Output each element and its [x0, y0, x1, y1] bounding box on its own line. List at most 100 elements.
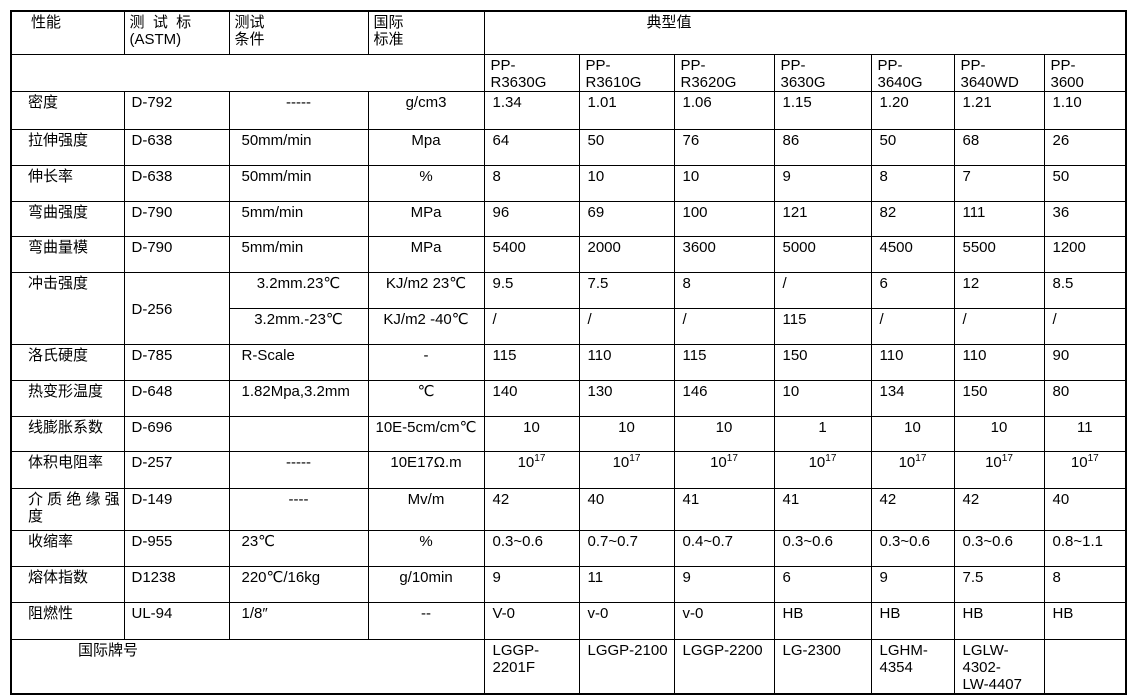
condition-cell: -----	[228, 90, 369, 130]
value-cell: 150	[773, 343, 872, 381]
astm-cell: D-785	[123, 343, 230, 381]
value-cell: 1.20	[870, 90, 955, 130]
value-cell: 41	[673, 487, 775, 531]
value-cell: /	[870, 307, 955, 345]
row-density: 密度 D-792 ----- g/cm3 1.34 1.01 1.06 1.15 1.20 1.2…	[10, 90, 1127, 130]
unit-cell: -	[367, 343, 485, 381]
property-cell: 体积电阻率	[10, 450, 125, 489]
value-cell: /	[1043, 307, 1127, 345]
value-cell: 96	[483, 200, 580, 237]
value-cell: 8	[870, 164, 955, 202]
value-cell: 7	[953, 164, 1045, 202]
value-cell: 10	[578, 415, 675, 452]
product-header-pp-3600: PP- 3600	[1043, 53, 1127, 92]
row-flexural-modulus: 弯曲量模 D-790 5mm/min MPa 5400 2000 3600 5000 4500 5…	[10, 235, 1127, 273]
value-cell: 150	[953, 379, 1045, 417]
property-cell: 洛氏硬度	[10, 343, 125, 381]
condition-cell: 5mm/min	[228, 200, 369, 237]
unit-cell: ℃	[367, 379, 485, 417]
value-cell: 40	[578, 487, 675, 531]
product-header-pp-r3630g: PP- R3630G	[483, 53, 580, 92]
value-cell: 42	[483, 487, 580, 531]
value-cell: 50	[1043, 164, 1127, 202]
value-cell: 76	[673, 128, 775, 166]
value-cell: 42	[953, 487, 1045, 531]
value-cell: 8	[673, 271, 775, 309]
astm-cell: D-257	[123, 450, 230, 489]
unit-cell: Mv/m	[367, 487, 485, 531]
property-cell: 拉伸强度	[10, 128, 125, 166]
unit-cell: MPa	[367, 235, 485, 273]
astm-cell: D1238	[123, 565, 230, 603]
property-cell: 收缩率	[10, 529, 125, 567]
astm-cell: D-696	[123, 415, 230, 452]
astm-cell: D-790	[123, 235, 230, 273]
value-cell: 50	[870, 128, 955, 166]
value-cell: 100	[673, 200, 775, 237]
property-cell: 介 质 绝 缘 强 度	[10, 487, 125, 531]
value-cell: 1	[773, 415, 872, 452]
header-property: 性能	[10, 10, 125, 55]
value-cell: 1.06	[673, 90, 775, 130]
condition-cell	[228, 415, 369, 452]
value-cell: 1.01	[578, 90, 675, 130]
value-cell: 7.5	[578, 271, 675, 309]
condition-cell: ----	[228, 487, 369, 531]
value-cell: 5500	[953, 235, 1045, 273]
value-cell: 10	[483, 415, 580, 452]
product-header-pp-r3610g: PP- R3610G	[578, 53, 675, 92]
value-cell: V-0	[483, 601, 580, 640]
product-header-pp-r3620g: PP- R3620G	[673, 53, 775, 92]
condition-cell: 50mm/min	[228, 164, 369, 202]
astm-cell: D-648	[123, 379, 230, 417]
row-intl-grade: 国际牌号 LGGP-2201F LGGP-2100 LGGP-2200 LG-2300 L…	[10, 638, 1127, 694]
value-cell: v-0	[673, 601, 775, 640]
material-spec-table: 性能 测 试 标 (ASTM) 测试 条件 国际 标准 典型值 PP- R363…	[10, 10, 1128, 695]
value-cell: 0.7~0.7	[578, 529, 675, 567]
value-cell: 10	[773, 379, 872, 417]
property-cell: 弯曲量模	[10, 235, 125, 273]
row-flexural-strength: 弯曲强度 D-790 5mm/min MPa 96 69 100 121 82 111 36	[10, 200, 1127, 237]
value-cell: 10	[673, 164, 775, 202]
footer-value-cell: LGHM- 4354	[870, 638, 955, 694]
unit-cell: %	[367, 529, 485, 567]
value-cell: 130	[578, 379, 675, 417]
header-test-condition: 测试 条件	[228, 10, 369, 55]
header-row-1: 性能 测 试 标 (ASTM) 测试 条件 国际 标准 典型值	[10, 10, 1127, 55]
value-cell: 1.34	[483, 90, 580, 130]
value-cell: 111	[953, 200, 1045, 237]
property-cell: 冲击强度	[10, 271, 125, 345]
astm-cell: D-792	[123, 90, 230, 130]
value-cell: 1017	[578, 450, 675, 489]
value-cell: 121	[773, 200, 872, 237]
value-cell: 115	[673, 343, 775, 381]
value-cell: 9.5	[483, 271, 580, 309]
unit-cell: g/10min	[367, 565, 485, 603]
value-cell: 1017	[483, 450, 580, 489]
value-cell: 0.3~0.6	[953, 529, 1045, 567]
condition-cell: 50mm/min	[228, 128, 369, 166]
exponent: 17	[825, 452, 837, 464]
row-melt-index: 熔体指数 D1238 220℃/16kg g/10min 9 11 9 6 9 7.5 8	[10, 565, 1127, 603]
condition-cell: 23℃	[228, 529, 369, 567]
value-cell: 3600	[673, 235, 775, 273]
footer-value-cell: LGGP-2100	[578, 638, 675, 694]
value-cell: 1.15	[773, 90, 872, 130]
value-cell: 110	[578, 343, 675, 381]
value-cell: 0.3~0.6	[773, 529, 872, 567]
property-cell: 伸长率	[10, 164, 125, 202]
value-cell: HB	[773, 601, 872, 640]
unit-cell: 10E17Ω.m	[367, 450, 485, 489]
value-cell: 9	[483, 565, 580, 603]
header-intl-standard: 国际 标准	[367, 10, 485, 55]
value-cell: 110	[953, 343, 1045, 381]
value-cell: 86	[773, 128, 872, 166]
value-cell: 0.3~0.6	[870, 529, 955, 567]
value-cell: v-0	[578, 601, 675, 640]
unit-cell: %	[367, 164, 485, 202]
exponent: 17	[629, 452, 641, 464]
value-cell: 1017	[673, 450, 775, 489]
value-cell: 5000	[773, 235, 872, 273]
product-header-pp-3640g: PP- 3640G	[870, 53, 955, 92]
row-dielectric-strength: 介 质 绝 缘 强 度 D-149 ---- Mv/m 42 40 41 41 42 42 40	[10, 487, 1127, 531]
